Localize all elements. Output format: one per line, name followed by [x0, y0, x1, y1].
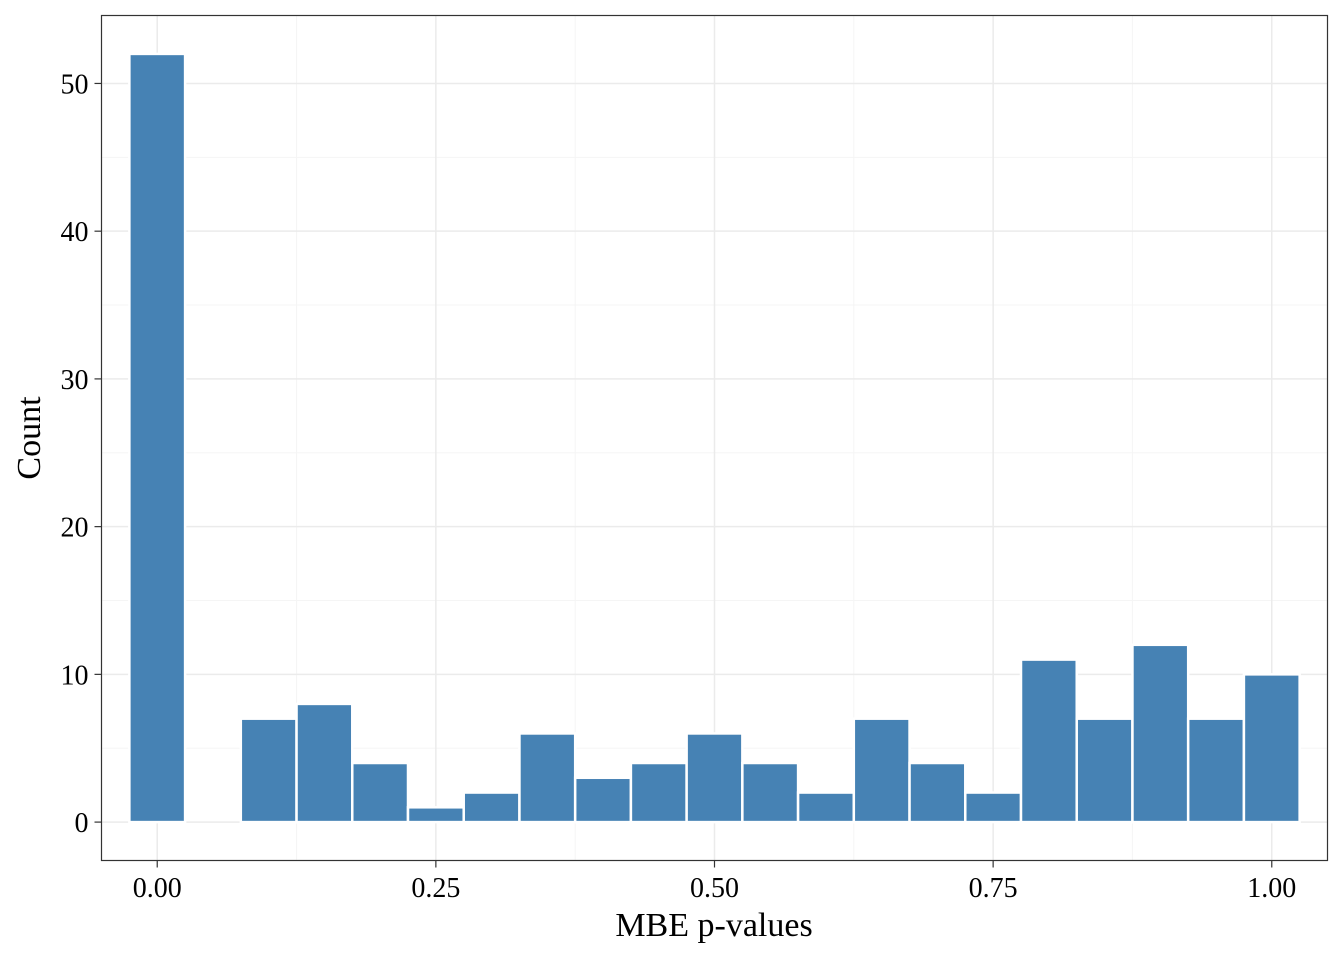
y-tick-label: 40 [61, 217, 89, 248]
y-axis-title: Count [11, 396, 48, 480]
x-tick-label: 1.00 [1247, 873, 1296, 904]
histogram-bar [1019, 658, 1078, 824]
histogram-bar [1242, 673, 1301, 824]
histogram-bar [1131, 643, 1190, 824]
x-axis-title: MBE p-values [615, 907, 812, 944]
x-tick-label: 0.50 [690, 873, 739, 904]
histogram-bar [741, 761, 800, 824]
x-tick-label: 0.00 [133, 873, 182, 904]
x-axis-ticks: 0.00 0.25 0.50 0.75 1.00 [133, 860, 1296, 904]
histogram-bar [629, 761, 688, 824]
histogram-bar [852, 717, 911, 824]
histogram-bar [1186, 717, 1246, 824]
y-tick-label: 10 [61, 660, 89, 691]
histogram-bar [685, 732, 744, 824]
histogram-bar [573, 776, 633, 824]
histogram-bar [908, 761, 967, 824]
histogram-bar [295, 702, 354, 824]
y-tick-label: 20 [61, 513, 89, 544]
histogram-bar [964, 791, 1023, 824]
histogram-bar [351, 761, 410, 824]
y-tick-label: 50 [61, 69, 89, 100]
y-tick-label: 30 [61, 365, 89, 396]
histogram-bars [128, 52, 1301, 824]
y-tick-label: 0 [75, 808, 89, 839]
histogram-bar [406, 806, 465, 824]
histogram-bar [518, 732, 577, 824]
histogram-bar [796, 791, 856, 824]
histogram-bar [462, 791, 521, 824]
x-tick-label: 0.25 [411, 873, 460, 904]
histogram-bar [239, 717, 298, 824]
histogram-bar [128, 52, 187, 824]
x-tick-label: 0.75 [969, 873, 1018, 904]
y-axis-ticks: 0 10 20 30 40 50 [61, 69, 102, 839]
histogram-bar [1075, 717, 1134, 824]
